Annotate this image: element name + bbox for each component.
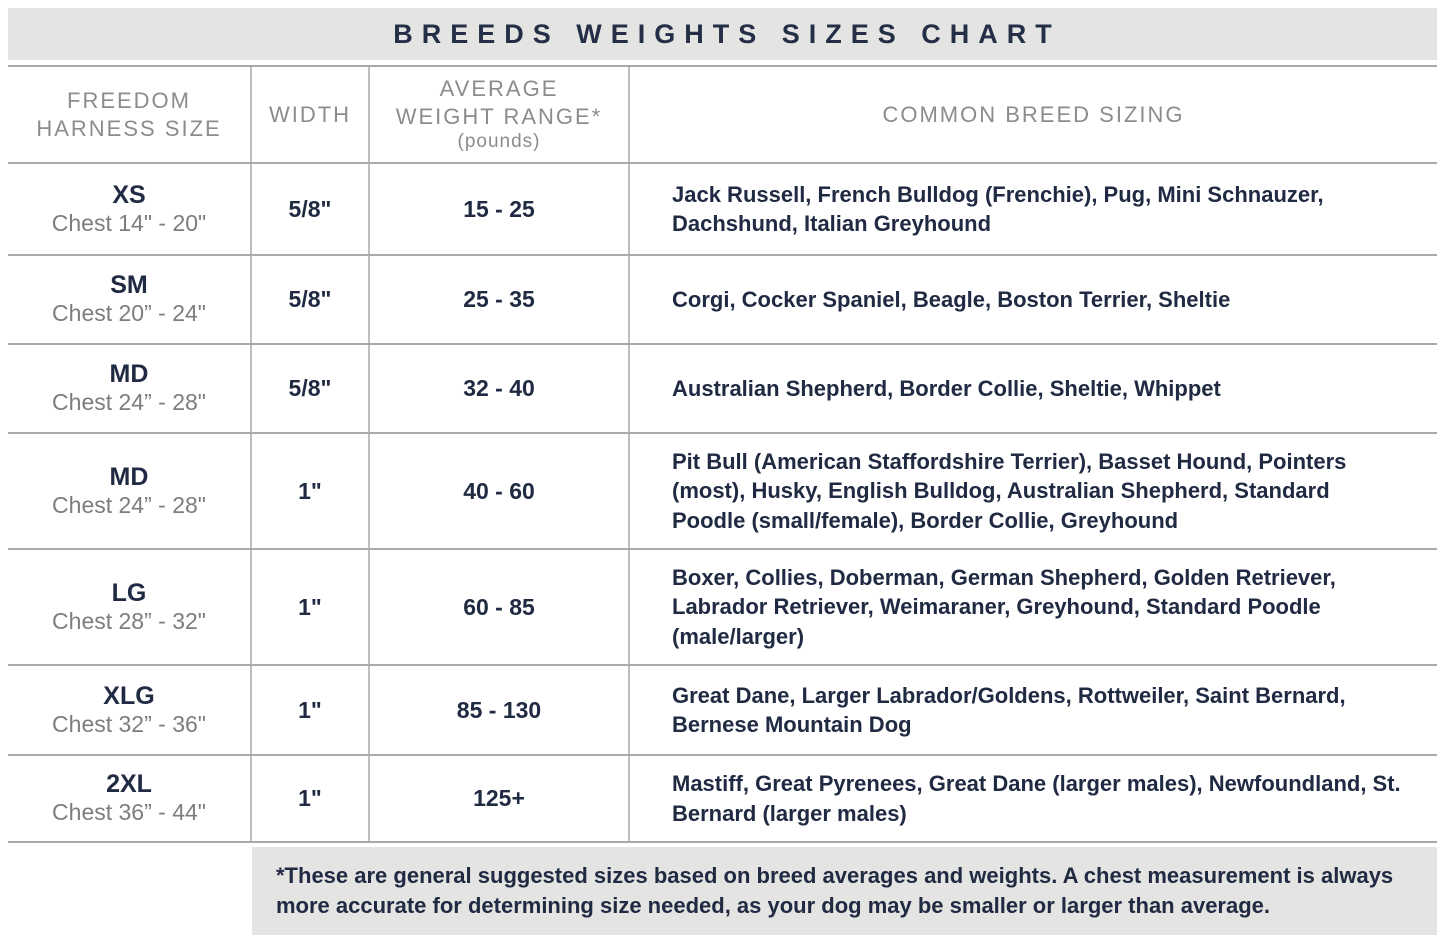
size-code: SM bbox=[110, 271, 148, 300]
size-cell: 2XL Chest 36” - 44" bbox=[8, 756, 252, 841]
weight-cell: 40 - 60 bbox=[370, 434, 630, 548]
size-code: MD bbox=[109, 462, 149, 491]
chest-range: Chest 14" - 20" bbox=[51, 209, 207, 236]
size-cell: MD Chest 24” - 28" bbox=[8, 434, 252, 548]
size-cell: LG Chest 28” - 32" bbox=[8, 550, 252, 664]
weight-cell: 85 - 130 bbox=[370, 666, 630, 754]
header-width: WIDTH bbox=[252, 67, 370, 162]
weight-cell: 60 - 85 bbox=[370, 550, 630, 664]
table-row: XLG Chest 32” - 36" 1" 85 - 130 Great Da… bbox=[8, 666, 1437, 756]
size-code: XS bbox=[112, 180, 146, 209]
width-cell: 5/8" bbox=[252, 256, 370, 343]
chest-range: Chest 36” - 44" bbox=[52, 799, 206, 826]
breeds-cell: Pit Bull (American Staffordshire Terrier… bbox=[672, 449, 1347, 533]
title-bar: BREEDS WEIGHTS SIZES CHART bbox=[8, 8, 1437, 60]
header-weight-line2: WEIGHT RANGE* bbox=[395, 103, 603, 129]
width-cell: 1" bbox=[252, 550, 370, 664]
sizing-table: FREEDOM HARNESS SIZE WIDTH AVERAGE WEIGH… bbox=[8, 65, 1437, 843]
width-cell: 5/8" bbox=[252, 164, 370, 254]
breeds-cell: Mastiff, Great Pyrenees, Great Dane (lar… bbox=[672, 771, 1401, 826]
header-harness-size: FREEDOM HARNESS SIZE bbox=[8, 67, 252, 162]
weight-cell: 25 - 35 bbox=[370, 256, 630, 343]
table-header-row: FREEDOM HARNESS SIZE WIDTH AVERAGE WEIGH… bbox=[8, 67, 1437, 164]
table-row: MD Chest 24” - 28" 1" 40 - 60 Pit Bull (… bbox=[8, 434, 1437, 550]
page-title: BREEDS WEIGHTS SIZES CHART bbox=[393, 18, 1061, 49]
size-cell: XLG Chest 32” - 36" bbox=[8, 666, 252, 754]
table-row: MD Chest 24” - 28" 5/8" 32 - 40 Australi… bbox=[8, 345, 1437, 434]
footnote-spacer bbox=[8, 847, 252, 935]
size-code: XLG bbox=[103, 681, 155, 710]
size-cell: MD Chest 24” - 28" bbox=[8, 345, 252, 432]
chest-range: Chest 24” - 28" bbox=[52, 491, 206, 518]
breeds-cell: Jack Russell, French Bulldog (Frenchie),… bbox=[672, 181, 1324, 236]
chest-range: Chest 24” - 28" bbox=[52, 389, 206, 416]
header-common-breed-sizing: COMMON BREED SIZING bbox=[882, 101, 1185, 127]
width-cell: 1" bbox=[252, 756, 370, 841]
size-code: MD bbox=[109, 360, 149, 389]
header-weight-units: (pounds) bbox=[457, 131, 541, 153]
footnote: *These are general suggested sizes based… bbox=[252, 847, 1437, 935]
size-cell: SM Chest 20” - 24" bbox=[8, 256, 252, 343]
table-row: 2XL Chest 36” - 44" 1" 125+ Mastiff, Gre… bbox=[8, 756, 1437, 843]
breeds-cell: Corgi, Cocker Spaniel, Beagle, Boston Te… bbox=[672, 286, 1231, 312]
breeds-cell: Boxer, Collies, Doberman, German Shepher… bbox=[672, 565, 1336, 649]
breeds-cell: Australian Shepherd, Border Collie, Shel… bbox=[672, 375, 1221, 401]
table-row: LG Chest 28” - 32" 1" 60 - 85 Boxer, Col… bbox=[8, 550, 1437, 666]
header-harness-line2: HARNESS SIZE bbox=[36, 115, 222, 141]
footnote-row: *These are general suggested sizes based… bbox=[8, 847, 1437, 935]
chest-range: Chest 28” - 32" bbox=[52, 607, 206, 634]
size-code: 2XL bbox=[106, 770, 152, 799]
width-cell: 1" bbox=[252, 666, 370, 754]
size-cell: XS Chest 14" - 20" bbox=[8, 164, 252, 254]
table-row: SM Chest 20” - 24" 5/8" 25 - 35 Corgi, C… bbox=[8, 256, 1437, 345]
weight-cell: 32 - 40 bbox=[370, 345, 630, 432]
chest-range: Chest 32” - 36" bbox=[52, 710, 206, 737]
header-harness-line1: FREEDOM bbox=[67, 88, 191, 113]
header-weight-range: AVERAGE WEIGHT RANGE* (pounds) bbox=[370, 67, 630, 162]
breeds-cell: Great Dane, Larger Labrador/Goldens, Rot… bbox=[672, 682, 1346, 737]
size-code: LG bbox=[111, 578, 147, 607]
chest-range: Chest 20” - 24" bbox=[52, 300, 206, 327]
weight-cell: 125+ bbox=[370, 756, 630, 841]
table-row: XS Chest 14" - 20" 5/8" 15 - 25 Jack Rus… bbox=[8, 164, 1437, 256]
header-weight-line1: AVERAGE bbox=[439, 76, 559, 102]
weight-cell: 15 - 25 bbox=[370, 164, 630, 254]
width-cell: 1" bbox=[252, 434, 370, 548]
width-cell: 5/8" bbox=[252, 345, 370, 432]
